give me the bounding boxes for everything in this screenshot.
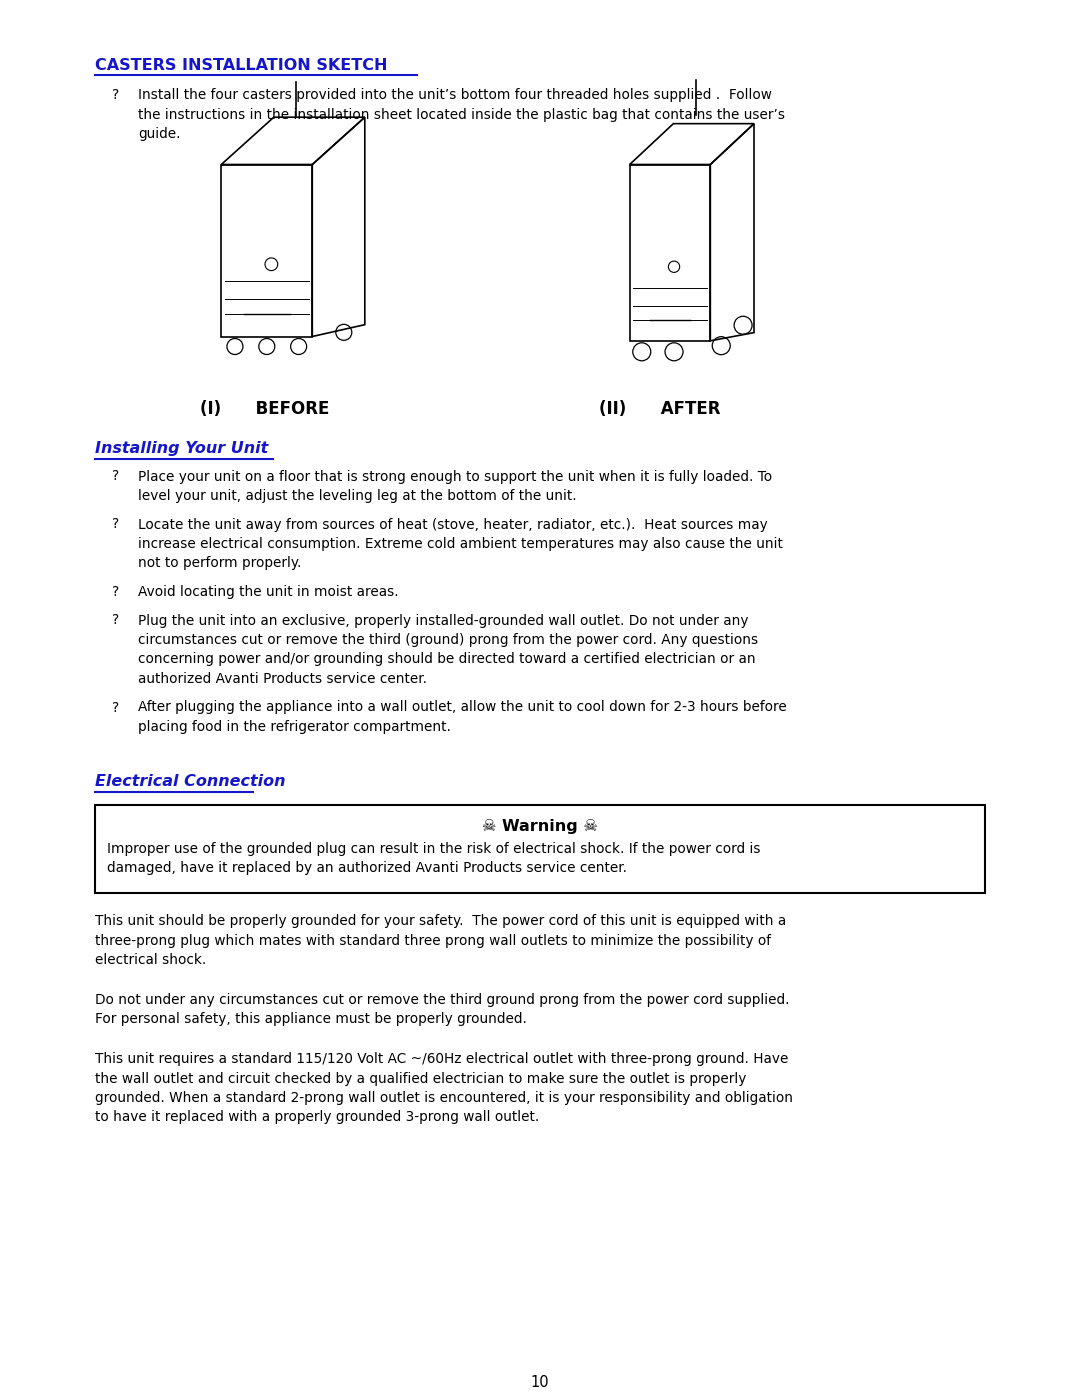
Text: Locate the unit away from sources of heat (stove, heater, radiator, etc.).  Heat: Locate the unit away from sources of hea… <box>138 517 768 531</box>
Text: placing food in the refrigerator compartment.: placing food in the refrigerator compart… <box>138 719 450 733</box>
Text: circumstances cut or remove the third (ground) prong from the power cord. Any qu: circumstances cut or remove the third (g… <box>138 633 758 647</box>
Text: For personal safety, this appliance must be properly grounded.: For personal safety, this appliance must… <box>95 1013 527 1027</box>
Text: CASTERS INSTALLATION SKETCH: CASTERS INSTALLATION SKETCH <box>95 59 388 73</box>
Text: After plugging the appliance into a wall outlet, allow the unit to cool down for: After plugging the appliance into a wall… <box>138 700 786 714</box>
Text: the instructions in the installation sheet located inside the plastic bag that c: the instructions in the installation she… <box>138 108 785 122</box>
Text: electrical shock.: electrical shock. <box>95 954 206 968</box>
Text: concerning power and/or grounding should be directed toward a certified electric: concerning power and/or grounding should… <box>138 652 756 666</box>
Text: ?: ? <box>112 517 119 531</box>
Text: Install the four casters provided into the unit’s bottom four threaded holes sup: Install the four casters provided into t… <box>138 88 772 102</box>
FancyBboxPatch shape <box>95 805 985 893</box>
Text: level your unit, adjust the leveling leg at the bottom of the unit.: level your unit, adjust the leveling leg… <box>138 489 577 503</box>
Text: to have it replaced with a properly grounded 3-prong wall outlet.: to have it replaced with a properly grou… <box>95 1111 539 1125</box>
Text: Place your unit on a floor that is strong enough to support the unit when it is : Place your unit on a floor that is stron… <box>138 469 772 483</box>
Text: This unit requires a standard 115/120 Volt AC ~/60Hz electrical outlet with thre: This unit requires a standard 115/120 Vo… <box>95 1052 788 1066</box>
Text: three-prong plug which mates with standard three prong wall outlets to minimize : three-prong plug which mates with standa… <box>95 935 771 949</box>
Text: Installing Your Unit: Installing Your Unit <box>95 441 268 457</box>
Text: Improper use of the grounded plug can result in the risk of electrical shock. If: Improper use of the grounded plug can re… <box>107 841 760 855</box>
Text: damaged, have it replaced by an authorized Avanti Products service center.: damaged, have it replaced by an authoriz… <box>107 861 627 875</box>
Text: (II)      AFTER: (II) AFTER <box>599 400 720 418</box>
Text: ?: ? <box>112 700 119 714</box>
Text: authorized Avanti Products service center.: authorized Avanti Products service cente… <box>138 672 427 686</box>
Text: increase electrical consumption. Extreme cold ambient temperatures may also caus: increase electrical consumption. Extreme… <box>138 536 783 550</box>
Text: the wall outlet and circuit checked by a qualified electrician to make sure the : the wall outlet and circuit checked by a… <box>95 1071 746 1085</box>
Text: ☠ Warning ☠: ☠ Warning ☠ <box>482 819 598 834</box>
Text: ?: ? <box>112 88 119 102</box>
Text: not to perform properly.: not to perform properly. <box>138 556 301 570</box>
Text: 10: 10 <box>530 1375 550 1390</box>
Text: ?: ? <box>112 585 119 599</box>
Text: Avoid locating the unit in moist areas.: Avoid locating the unit in moist areas. <box>138 585 399 599</box>
Text: Do not under any circumstances cut or remove the third ground prong from the pow: Do not under any circumstances cut or re… <box>95 993 789 1007</box>
Text: guide.: guide. <box>138 127 180 141</box>
Text: grounded. When a standard 2-prong wall outlet is encountered, it is your respons: grounded. When a standard 2-prong wall o… <box>95 1091 793 1105</box>
Text: Plug the unit into an exclusive, properly installed-grounded wall outlet. Do not: Plug the unit into an exclusive, properl… <box>138 613 748 627</box>
Text: ?: ? <box>112 613 119 627</box>
Text: (I)      BEFORE: (I) BEFORE <box>200 400 329 418</box>
Text: Electrical Connection: Electrical Connection <box>95 774 285 789</box>
Text: ?: ? <box>112 469 119 483</box>
Text: This unit should be properly grounded for your safety.  The power cord of this u: This unit should be properly grounded fo… <box>95 915 786 929</box>
